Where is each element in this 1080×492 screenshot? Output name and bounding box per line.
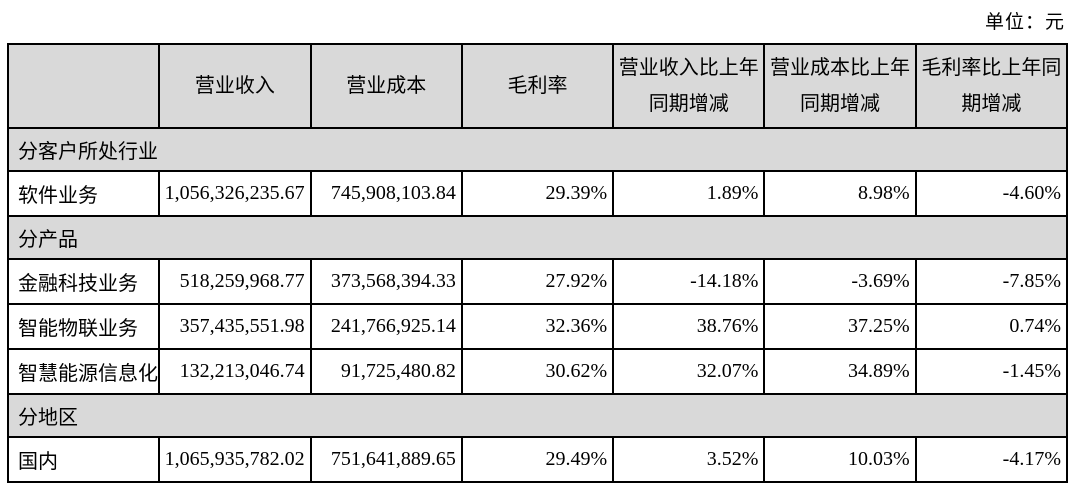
section-row-by-industry: 分客户所处行业 (7, 127, 1068, 172)
cell-cost-yoy: 37.25% (763, 303, 917, 350)
cell-cost-yoy: -3.69% (763, 258, 917, 305)
cell-cost-yoy: 34.89% (763, 348, 917, 395)
unit-label: 单位：元 (984, 12, 1065, 33)
col-header-empty (6, 43, 161, 129)
cell-revenue: 132,213,046.74 (158, 348, 312, 395)
section-label: 分地区 (7, 393, 1068, 438)
section-label: 分客户所处行业 (7, 127, 1068, 172)
cell-revenue-yoy: 1.89% (612, 170, 766, 217)
cell-gross-margin: 32.36% (460, 303, 615, 350)
section-row-by-product: 分产品 (7, 215, 1068, 260)
cell-cost-yoy: 10.03% (763, 436, 917, 483)
cell-revenue: 357,435,551.98 (158, 303, 312, 350)
table-row-smart-iot: 智能物联业务 357,435,551.98 241,766,925.14 32.… (6, 303, 1069, 350)
cell-gross-margin-yoy: -4.60% (914, 170, 1069, 217)
cell-cost: 745,908,103.84 (309, 170, 463, 217)
col-header-gross-margin: 毛利率 (460, 43, 615, 129)
col-header-cost: 营业成本 (309, 43, 463, 129)
row-label: 金融科技业务 (6, 258, 161, 305)
segment-financial-table: 营业收入 营业成本 毛利率 营业收入比上年 同期增减 营业成本比上年 同期增减 … (6, 43, 1069, 483)
cell-gross-margin: 29.39% (460, 170, 615, 217)
cell-gross-margin-yoy: -4.17% (914, 436, 1069, 483)
row-label: 智能物联业务 (6, 303, 161, 350)
section-label: 分产品 (7, 215, 1068, 260)
cell-revenue: 1,065,935,782.02 (158, 436, 312, 483)
cell-cost-yoy: 8.98% (763, 170, 917, 217)
cell-gross-margin-yoy: 0.74% (914, 303, 1069, 350)
cell-gross-margin: 29.49% (460, 436, 615, 483)
cell-revenue-yoy: -14.18% (612, 258, 766, 305)
header-row: 营业收入 营业成本 毛利率 营业收入比上年 同期增减 营业成本比上年 同期增减 … (6, 43, 1069, 129)
cell-gross-margin-yoy: -7.85% (914, 258, 1069, 305)
cell-revenue: 1,056,326,235.67 (158, 170, 312, 217)
cell-cost: 241,766,925.14 (309, 303, 463, 350)
row-label: 国内 (6, 436, 161, 483)
cell-revenue-yoy: 3.52% (612, 436, 766, 483)
cell-gross-margin: 27.92% (460, 258, 615, 305)
cell-cost: 91,725,480.82 (309, 348, 463, 395)
col-header-revenue: 营业收入 (158, 43, 312, 129)
cell-cost: 373,568,394.33 (309, 258, 463, 305)
table-row-smart-energy: 智慧能源信息化 132,213,046.74 91,725,480.82 30.… (6, 348, 1069, 395)
col-header-gross-margin-yoy: 毛利率比上年同 期增减 (914, 43, 1069, 129)
table-row-domestic: 国内 1,065,935,782.02 751,641,889.65 29.49… (6, 436, 1069, 483)
col-header-cost-yoy: 营业成本比上年 同期增减 (763, 43, 917, 129)
table-row-software: 软件业务 1,056,326,235.67 745,908,103.84 29.… (6, 170, 1069, 217)
cell-revenue-yoy: 38.76% (612, 303, 766, 350)
cell-cost: 751,641,889.65 (309, 436, 463, 483)
cell-revenue-yoy: 32.07% (612, 348, 766, 395)
cell-gross-margin-yoy: -1.45% (914, 348, 1069, 395)
cell-revenue: 518,259,968.77 (158, 258, 312, 305)
row-label: 软件业务 (6, 170, 161, 217)
row-label: 智慧能源信息化 (6, 348, 161, 395)
cell-gross-margin: 30.62% (460, 348, 615, 395)
col-header-revenue-yoy: 营业收入比上年 同期增减 (612, 43, 766, 129)
table-row-fintech: 金融科技业务 518,259,968.77 373,568,394.33 27.… (6, 258, 1069, 305)
section-row-by-region: 分地区 (7, 393, 1068, 438)
